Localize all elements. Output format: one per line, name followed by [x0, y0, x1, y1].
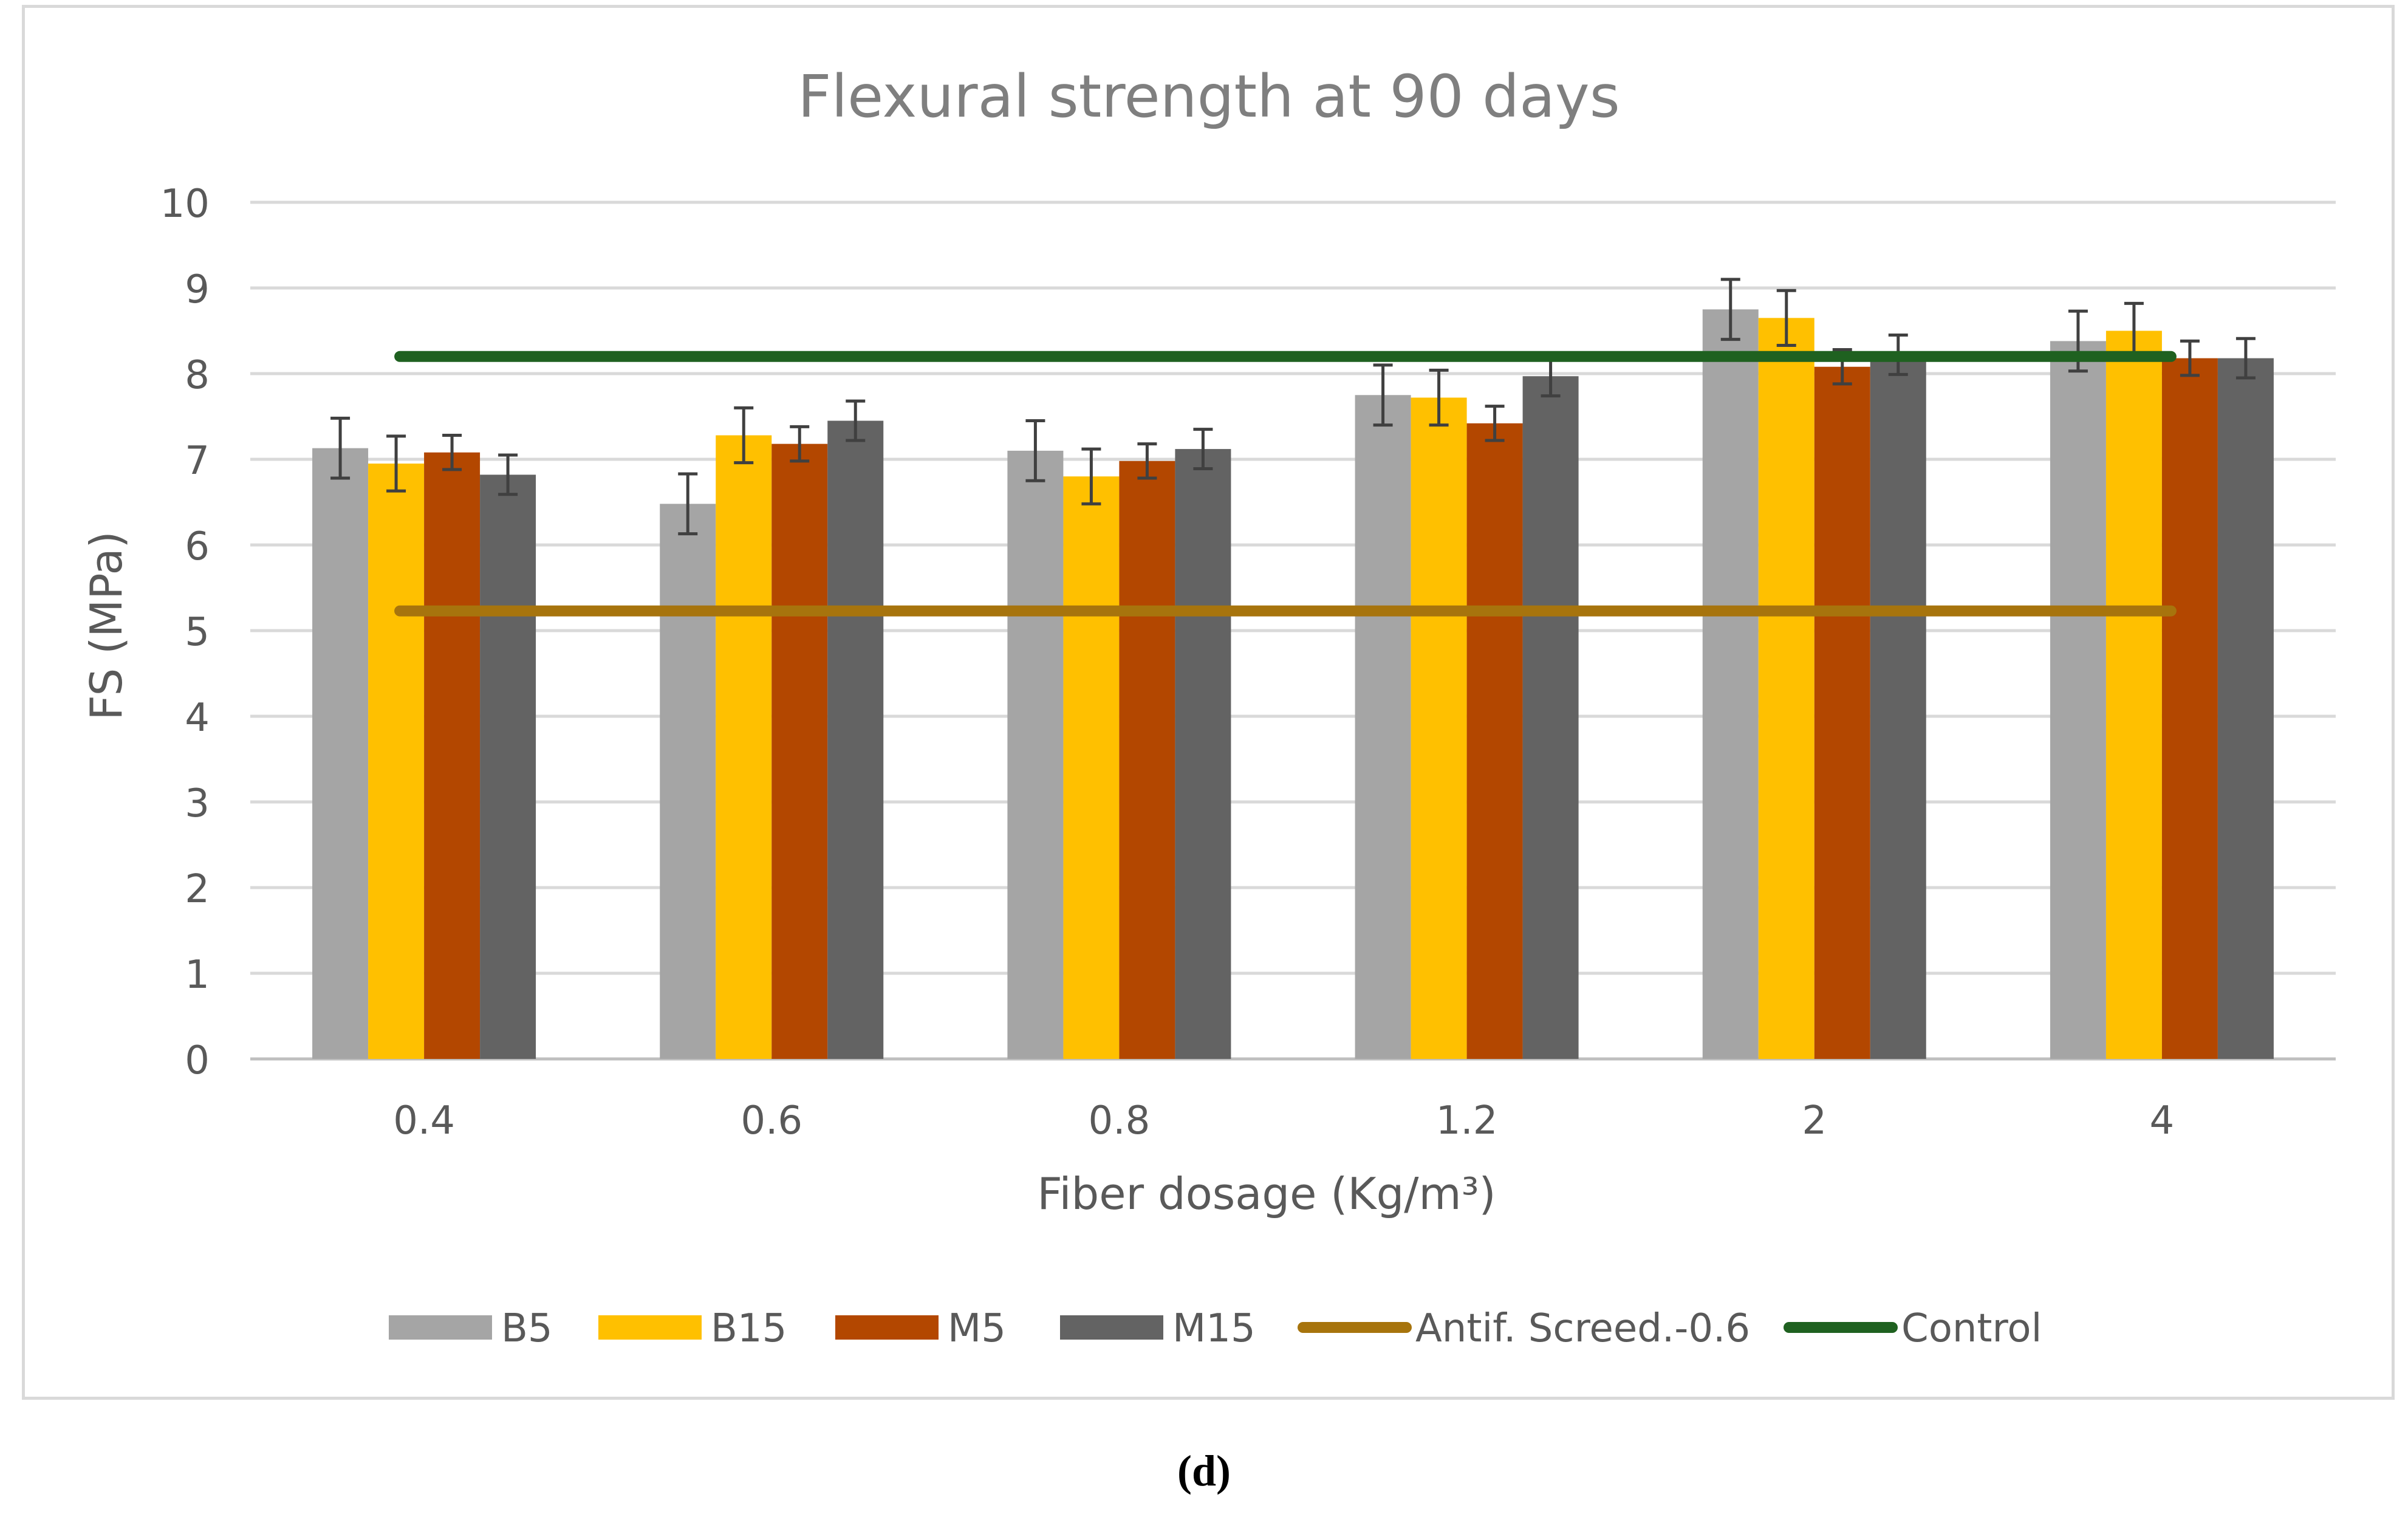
y-tick-label: 7 [185, 439, 210, 484]
legend-label: Antif. Screed.-0.6 [1415, 1306, 1750, 1351]
x-tick-label: 1.2 [1436, 1098, 1498, 1143]
x-tick-label: 2 [1802, 1098, 1827, 1143]
y-tick-label: 6 [185, 524, 210, 569]
bar-m5-1.2 [1466, 423, 1523, 1059]
bar-m15-2 [1870, 354, 1926, 1059]
legend-label: B15 [711, 1306, 787, 1351]
legend-item-antif-screed-0-6: Antif. Screed.-0.6 [1298, 1306, 1750, 1351]
y-tick-label: 5 [185, 610, 210, 655]
bar-b5-0.6 [660, 504, 716, 1059]
bar-m15-4 [2217, 358, 2274, 1059]
bar-b5-0.4 [312, 448, 369, 1059]
bars [312, 309, 2274, 1060]
legend-swatch [598, 1315, 702, 1340]
legend-swatch [835, 1315, 939, 1340]
bar-m15-0.8 [1175, 449, 1231, 1059]
y-tick-label: 1 [185, 953, 210, 998]
legend: B5 B15 M5 M15 Antif. Screed.-0.6 Control [389, 1306, 2042, 1351]
gridlines [250, 200, 2336, 1061]
error-bars [330, 278, 2256, 536]
legend-item-b15: B15 [598, 1306, 787, 1351]
legend-item-m15: M15 [1060, 1306, 1256, 1351]
bar-b5-4 [2050, 341, 2106, 1060]
legend-item-b5: B5 [389, 1306, 553, 1351]
legend-item-m5: M5 [835, 1306, 1006, 1351]
y-tick-label: 9 [185, 267, 210, 312]
legend-label: M5 [948, 1306, 1006, 1351]
x-tick-label: 0.6 [741, 1098, 802, 1143]
bar-m5-0.8 [1119, 461, 1175, 1059]
y-tick-label: 0 [185, 1038, 210, 1083]
bar-b15-0.8 [1063, 476, 1120, 1059]
bar-m5-0.6 [771, 443, 828, 1059]
bar-m15-0.6 [827, 420, 884, 1059]
legend-label: B5 [501, 1306, 553, 1351]
y-tick-label: 3 [185, 781, 210, 826]
bar-b15-0.4 [368, 464, 425, 1059]
y-tick-label: 4 [185, 696, 210, 741]
bar-m5-4 [2161, 358, 2218, 1059]
bar-m5-2 [1814, 366, 1870, 1059]
y-axis-label: FS (MPa) [81, 531, 132, 720]
x-tick-label: 0.8 [1089, 1098, 1151, 1143]
y-tick-label: 8 [185, 353, 210, 398]
x-tick-label: 0.4 [393, 1098, 455, 1143]
bar-b15-0.6 [716, 435, 772, 1059]
legend-swatch [1060, 1315, 1163, 1340]
x-tick-label: 4 [2150, 1098, 2175, 1143]
figure-caption: (d) [1177, 1447, 1231, 1495]
bar-b15-4 [2105, 330, 2162, 1059]
y-tick-label: 2 [185, 867, 210, 912]
bar-m15-1.2 [1522, 376, 1579, 1059]
chart: Flexural strength at 90 days 0 1 2 3 4 5 6 7 8 9 1… [81, 63, 2336, 1351]
y-tick-label: 10 [160, 182, 210, 227]
legend-item-control: Control [1784, 1306, 2042, 1351]
x-axis-label: Fiber dosage (Kg/m³) [1037, 1168, 1496, 1219]
bar-b15-1.2 [1411, 397, 1467, 1059]
reference-lines [394, 351, 2177, 617]
chart-title: Flexural strength at 90 days [798, 63, 1620, 131]
bar-m5-0.4 [424, 452, 481, 1059]
bar-b5-2 [1702, 309, 1759, 1059]
chart-frame [22, 5, 2395, 1400]
bar-b15-2 [1758, 318, 1815, 1059]
bar-m15-0.4 [480, 474, 536, 1059]
bar-b5-0.8 [1007, 450, 1064, 1059]
legend-swatch [389, 1315, 492, 1340]
y-tick-labels: 0 1 2 3 4 5 6 7 8 9 10 [160, 182, 210, 1083]
bar-b5-1.2 [1355, 395, 1411, 1059]
x-tick-labels: 0.4 0.6 0.8 1.2 2 4 [393, 1098, 2174, 1143]
legend-label: M15 [1172, 1306, 1256, 1351]
legend-label: Control [1901, 1306, 2042, 1351]
